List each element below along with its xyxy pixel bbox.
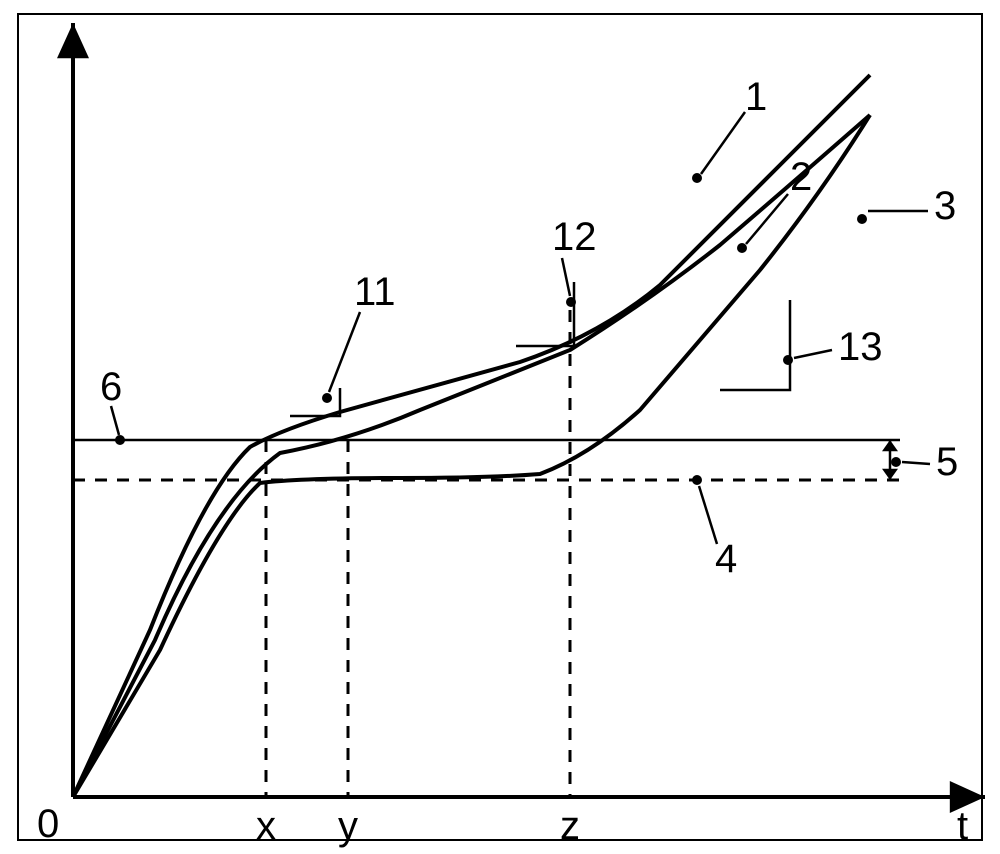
axes: 0 t [37,23,985,848]
callout-label-3: 3 [934,184,956,228]
callout-label-5: 5 [936,440,958,484]
callout-label-12: 12 [552,215,597,259]
callout-dot-5 [891,457,901,467]
callout-dot-4 [692,475,702,485]
callout-dot-13 [783,355,793,365]
callout-dot-6 [115,435,125,445]
callout-label-11: 11 [354,270,396,314]
outer-frame [18,14,982,840]
xtick-label-x: x [256,804,276,848]
callout-leader-5 [902,462,930,464]
callout-leader-1 [701,112,745,174]
callout-label-2: 2 [790,155,812,199]
diagram-svg: 0 t xyz 123456111213 [0,0,1000,854]
slope-triangle-t13 [720,300,790,390]
callout-label-13: 13 [838,325,883,369]
xtick-label-z: z [560,804,580,848]
origin-label: 0 [37,802,59,846]
callout-dot-3 [857,214,867,224]
slope-triangle-t12 [516,282,574,346]
callout-dot-12 [566,297,576,307]
callout-dot-11 [322,393,332,403]
callout-leader-4 [699,486,717,544]
diagram-container: 0 t xyz 123456111213 [0,0,1000,854]
y-axis-arrowhead [57,23,89,58]
callout-leader-13 [794,350,832,358]
callout-label-1: 1 [745,75,767,119]
callout-leader-12 [562,258,570,296]
callout-label-6: 6 [100,365,122,409]
callout-dot-2 [737,243,747,253]
slope-triangle-t11 [290,388,340,416]
x-axis-label: t [957,804,968,848]
callout-label-4: 4 [715,537,737,581]
curve-2 [73,115,870,797]
callout-leader-11 [329,312,360,392]
curve-1 [73,75,870,797]
xtick-label-y: y [338,804,358,848]
callout-dot-1 [692,173,702,183]
callout-leader-6 [111,406,119,435]
